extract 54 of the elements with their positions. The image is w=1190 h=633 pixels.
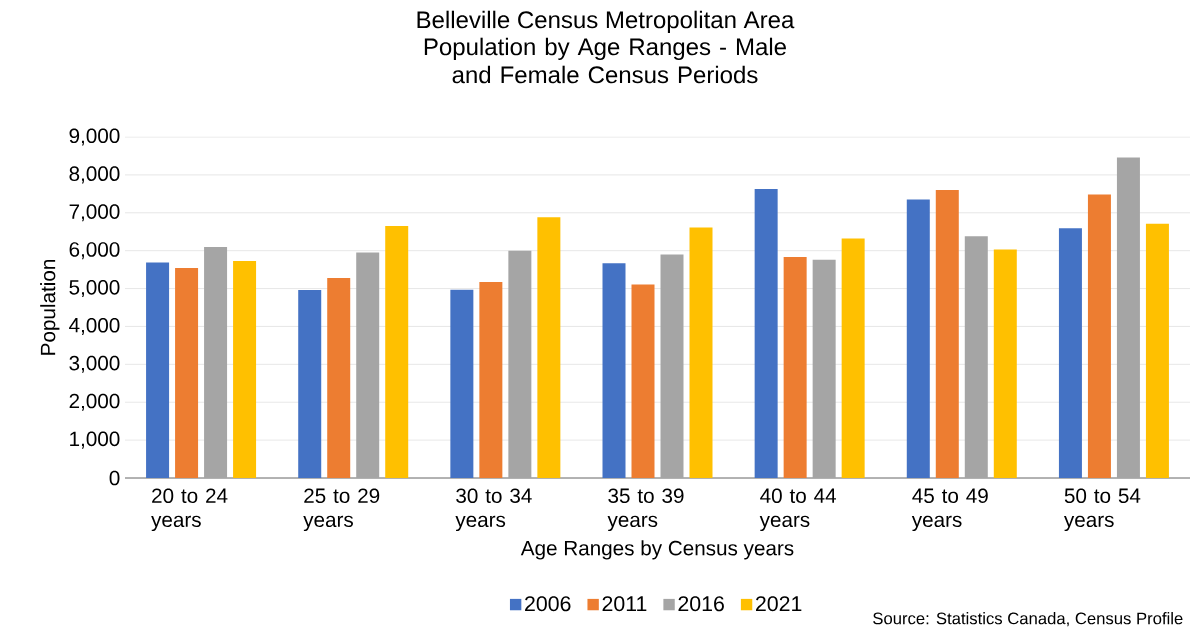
bar <box>450 289 474 478</box>
bar <box>964 236 988 478</box>
bar <box>233 260 257 478</box>
bar <box>754 188 778 478</box>
bar <box>1087 194 1111 478</box>
bar <box>175 268 199 478</box>
legend-label: 2016 <box>678 596 724 612</box>
y-tick-label: 0 <box>109 470 120 486</box>
bar <box>1058 228 1082 478</box>
x-tick-label: 20 to 24 years <box>151 488 228 532</box>
y-tick-label: 7,000 <box>69 204 120 222</box>
y-tick-label: 3,000 <box>69 355 120 373</box>
y-axis-title: Population <box>40 260 60 355</box>
source-note: Source: Statistics Canada, Census Profile <box>873 612 1183 627</box>
bar <box>204 246 228 478</box>
bar <box>841 238 865 478</box>
chart-subtitle: Population by Age Ranges - Male and Female Census Periods <box>424 37 786 84</box>
bar <box>479 282 503 478</box>
x-tick-label: 25 to 29 years <box>303 488 380 532</box>
y-tick-label: 2,000 <box>69 393 120 411</box>
bar <box>906 199 930 478</box>
y-tick-label: 5,000 <box>69 280 120 298</box>
bar <box>508 250 532 478</box>
x-tick-label: 50 to 54 years <box>1063 488 1141 532</box>
bar <box>385 226 409 478</box>
bar <box>660 254 684 478</box>
bar <box>631 284 655 478</box>
y-tick-label: 4,000 <box>69 317 120 335</box>
x-tick-label: 35 to 39 years <box>607 488 684 532</box>
legend-label: 2021 <box>755 596 802 612</box>
bar <box>812 259 836 478</box>
bar <box>1145 223 1169 478</box>
bar <box>689 227 713 478</box>
bar <box>537 217 561 478</box>
x-tick-label: 45 to 49 years <box>911 488 988 532</box>
y-tick-label: 6,000 <box>69 242 120 260</box>
x-tick-label: 40 to 44 years <box>759 488 837 532</box>
bar <box>298 290 322 478</box>
chart-title: Belleville Census Metropolitan Area <box>417 10 795 34</box>
bar <box>146 262 170 478</box>
y-tick-label: 8,000 <box>69 166 120 184</box>
legend-label: 2011 <box>602 596 647 612</box>
x-tick-label: 30 to 34 years <box>455 488 532 532</box>
bar <box>1116 157 1140 478</box>
y-tick-label: 1,000 <box>70 431 120 449</box>
bar <box>783 257 807 478</box>
bar <box>327 277 351 478</box>
bar <box>993 249 1017 478</box>
bar <box>935 190 959 478</box>
bar <box>356 252 380 478</box>
bar <box>602 263 626 478</box>
legend-label: 2006 <box>525 596 571 612</box>
x-axis-title: Age Ranges by Census years <box>520 540 794 560</box>
y-tick-label: 9,000 <box>69 128 120 146</box>
